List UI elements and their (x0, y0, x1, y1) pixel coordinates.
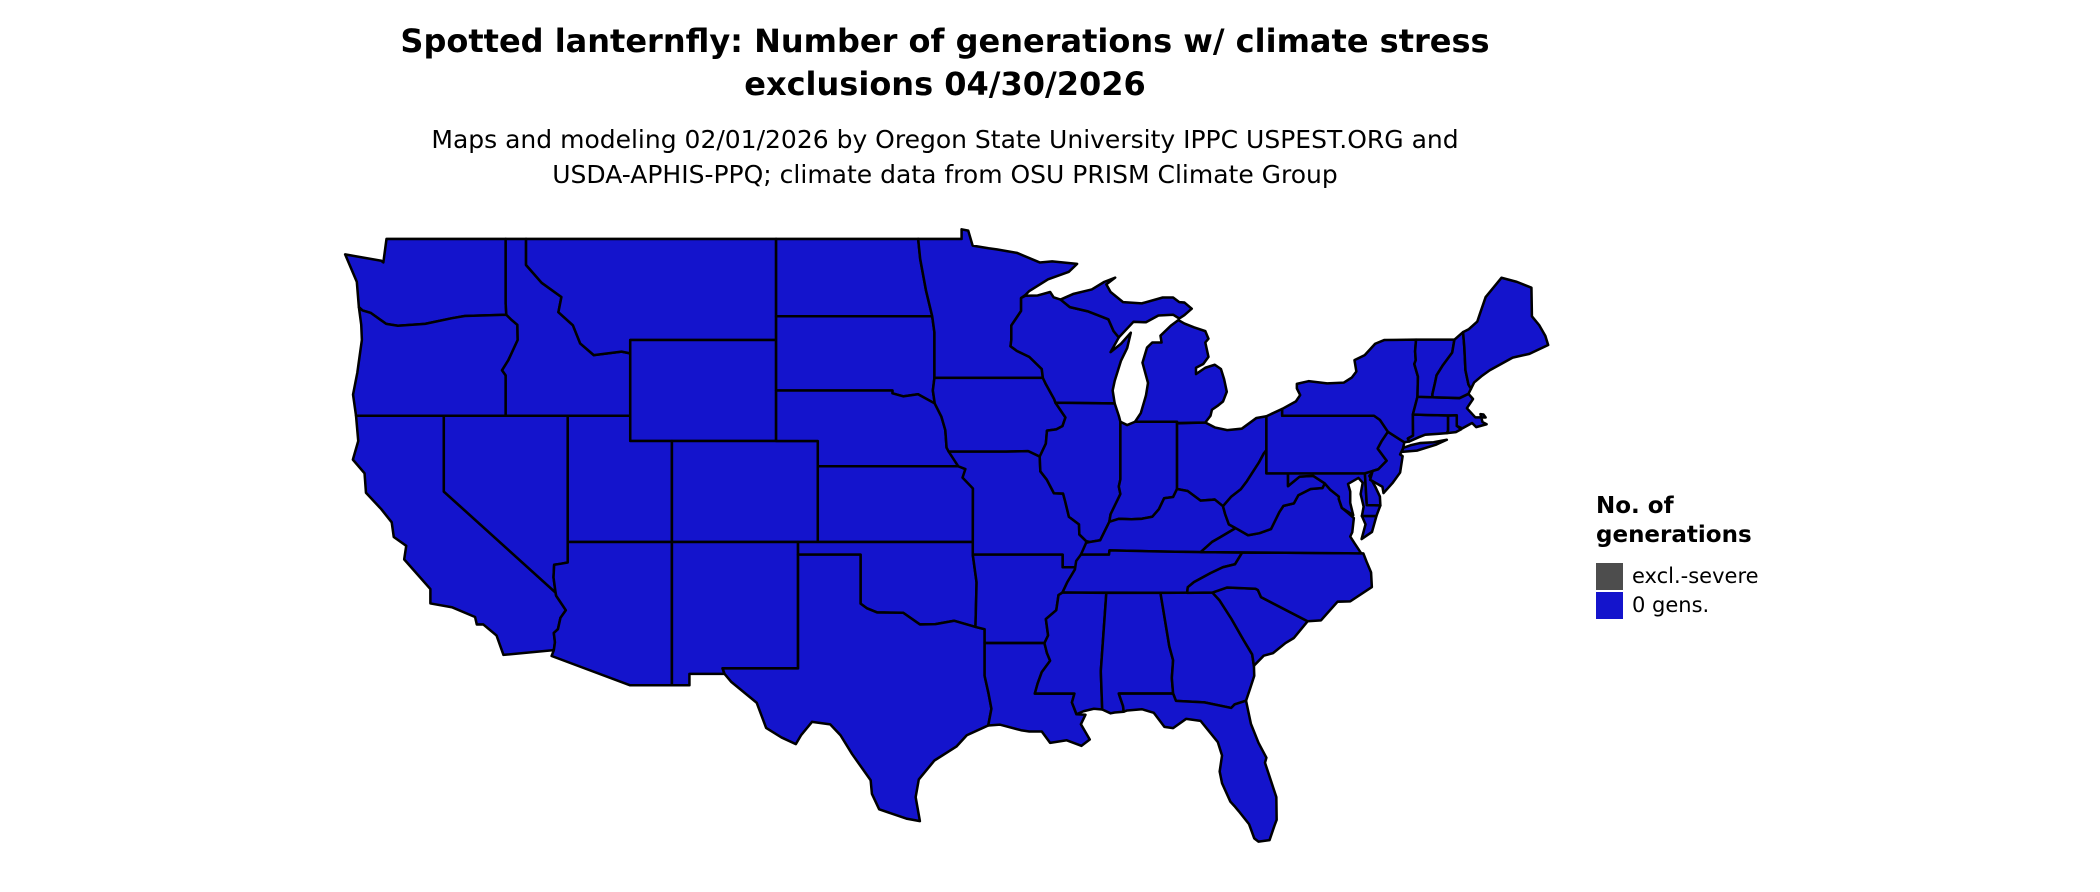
state-ND (774, 237, 934, 318)
legend-item-0-gens: 0 gens. (1596, 591, 1759, 620)
state-CT (1406, 413, 1450, 443)
state-PA (1265, 407, 1390, 475)
state-NY-part2 (1400, 438, 1449, 454)
state-MD (1286, 472, 1382, 518)
state-FL (1117, 692, 1278, 843)
map-title-line2: exclusions 04/30/2026 (744, 65, 1146, 104)
map-title-line1: Spotted lanternfly: Number of generation… (400, 22, 1490, 60)
state-CO (670, 439, 820, 544)
state-TX (721, 553, 993, 823)
map-title: Spotted lanternfly: Number of generation… (0, 20, 1890, 106)
legend-swatch-0-gens (1596, 591, 1623, 619)
state-ME (1461, 276, 1550, 391)
map-subtitle-line1: Maps and modeling 02/01/2026 by Oregon S… (431, 125, 1459, 155)
state-KS (816, 464, 975, 544)
legend-swatch-excl-severe (1596, 562, 1623, 590)
legend-title-line2: generations (1596, 521, 1752, 548)
legend-label-excl-severe: excl.-severe (1632, 564, 1759, 588)
header: Spotted lanternfly: Number of generation… (0, 20, 1890, 192)
map-subtitle-line2: USDA-APHIS-PPQ; climate data from OSU PR… (552, 160, 1338, 190)
state-WY (628, 338, 778, 443)
state-OR (351, 305, 519, 418)
map-subtitle: Maps and modeling 02/01/2026 by Oregon S… (0, 122, 1890, 192)
state-NC (1185, 551, 1374, 623)
state-MI (1133, 318, 1229, 425)
state-WV (1221, 448, 1327, 537)
legend-title-line1: No. of (1596, 493, 1674, 519)
state-NM (670, 540, 800, 687)
state-MS (1033, 591, 1108, 716)
state-AZ (550, 540, 674, 687)
state-MI-part2 (1059, 276, 1193, 339)
state-VA-part2 (1360, 514, 1378, 541)
legend-label-0-gens: 0 gens. (1632, 593, 1710, 617)
us-map (343, 228, 1550, 843)
legend-item-excl-severe: excl.-severe (1596, 562, 1759, 591)
legend: No. of generations excl.-severe 0 gens. (1596, 492, 1759, 620)
legend-title: No. of generations (1596, 492, 1759, 550)
